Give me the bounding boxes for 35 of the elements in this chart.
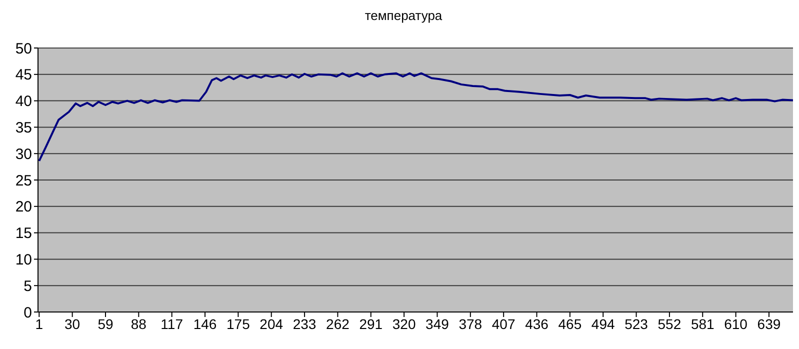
- y-tick-label: 45: [15, 66, 32, 84]
- x-tick-label: 523: [624, 316, 648, 332]
- x-tick-label: 117: [160, 316, 184, 332]
- y-tick-label: 20: [15, 198, 32, 216]
- y-tick-label: 5: [24, 278, 32, 295]
- x-tick-label: 204: [260, 316, 284, 332]
- chart-title: температура: [364, 8, 444, 23]
- x-tick-label: 59: [98, 316, 114, 332]
- y-tick-label: 30: [15, 146, 32, 163]
- x-tick-label: 1: [35, 316, 44, 332]
- x-tick-label: 349: [426, 316, 450, 332]
- x-tick-label: 436: [525, 316, 549, 332]
- x-tick-label: 320: [392, 316, 416, 332]
- x-tick-label: 465: [558, 316, 582, 332]
- x-tick-label: 262: [326, 316, 350, 332]
- x-tick-label: 407: [492, 316, 516, 332]
- x-tick-label: 552: [658, 316, 682, 332]
- x-tick-label: 494: [591, 316, 615, 332]
- x-tick-label: 581: [690, 316, 715, 332]
- x-tick-label: 291: [359, 316, 383, 332]
- x-tick-label: 610: [724, 316, 748, 332]
- x-tick-label: 233: [292, 316, 316, 332]
- y-tick-label: 35: [15, 120, 32, 137]
- y-tick-label: 0: [24, 304, 32, 322]
- x-tick-label: 88: [130, 316, 147, 332]
- x-tick-label: 378: [458, 316, 482, 332]
- y-tick-label: 40: [15, 93, 32, 110]
- x-tick-label: 30: [64, 316, 80, 332]
- y-tick-label: 15: [15, 225, 32, 242]
- y-tick-label: 25: [15, 172, 32, 190]
- x-tick-label: 639: [757, 316, 781, 332]
- y-tick-label: 10: [15, 252, 32, 269]
- y-tick-label: 50: [15, 40, 32, 58]
- x-tick-label: 146: [193, 316, 217, 332]
- x-tick-label: 175: [226, 316, 250, 332]
